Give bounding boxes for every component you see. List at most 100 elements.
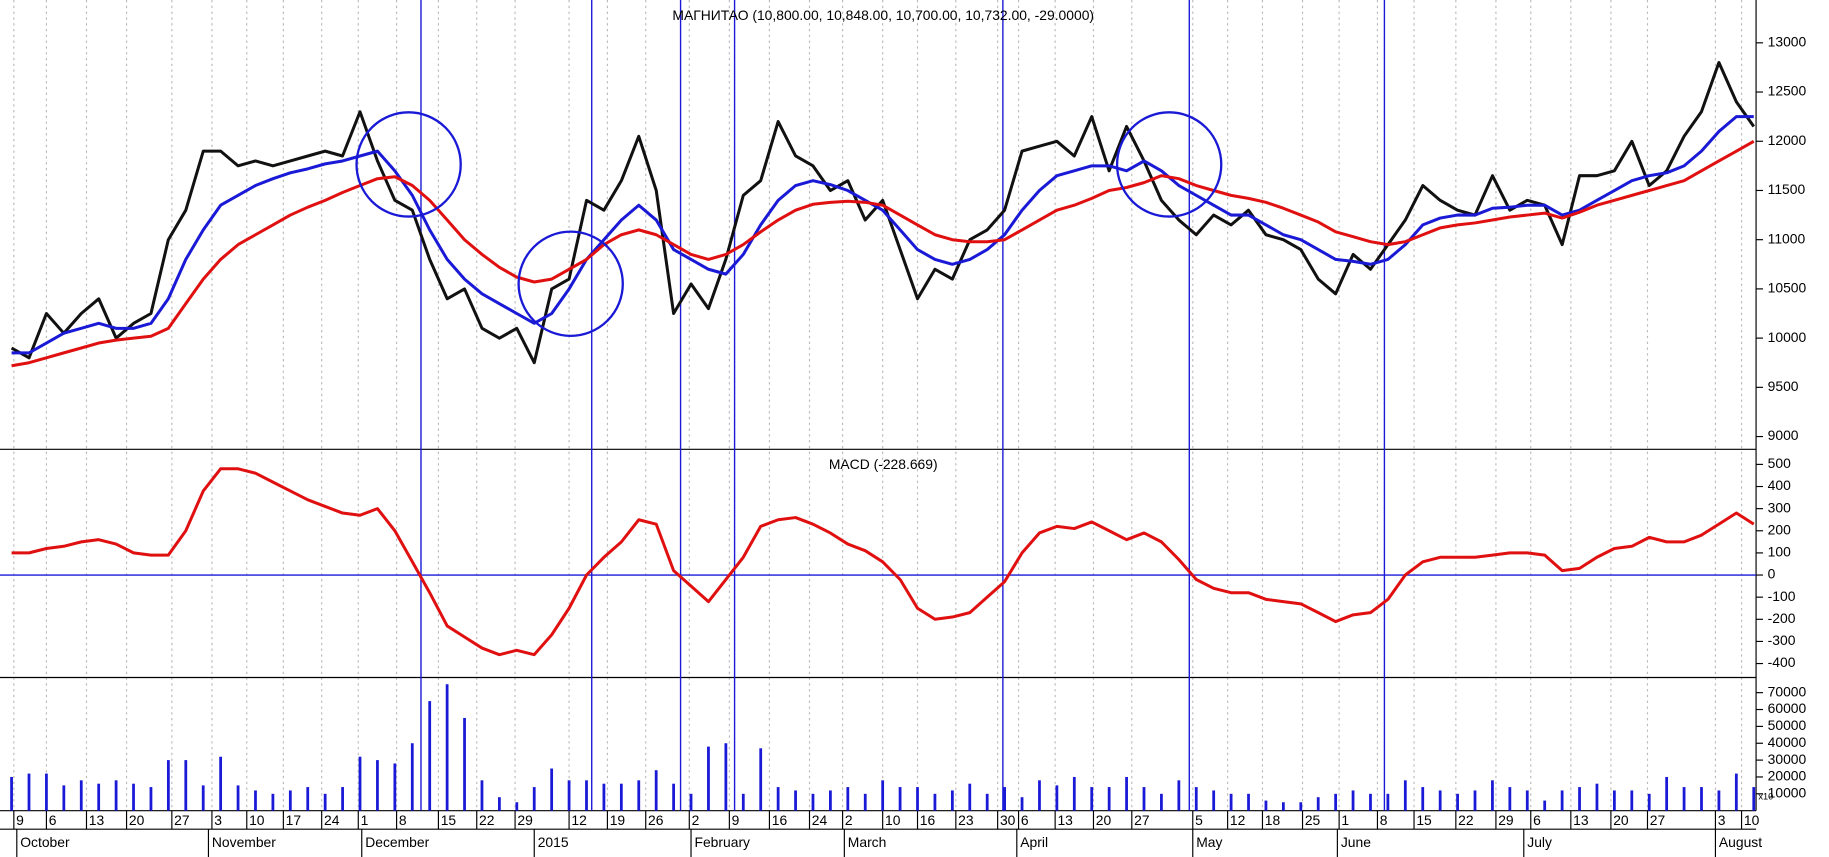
volume-bar xyxy=(1020,797,1024,811)
volume-bar xyxy=(916,787,919,811)
volume-bar xyxy=(654,770,658,811)
x-tick-label: 9 xyxy=(16,812,24,828)
x-tick-label: 15 xyxy=(441,812,457,828)
volume-bar xyxy=(341,787,344,811)
volume-bar xyxy=(1194,787,1198,811)
volume-bar xyxy=(585,780,588,811)
y-tick-label: 9000 xyxy=(1768,427,1799,443)
panel-title: МАГНИТАО (10,800.00, 10,848.00, 10,700.0… xyxy=(672,7,1094,23)
y-tick-label: 400 xyxy=(1768,477,1791,493)
volume-bar xyxy=(1491,780,1494,811)
volume-bar xyxy=(1543,800,1547,811)
x-tick-label: 10 xyxy=(885,812,901,828)
volume-bar xyxy=(323,793,327,811)
x-tick-label: 12 xyxy=(571,812,587,828)
volume-bar xyxy=(1369,793,1372,811)
volume-bar xyxy=(376,760,379,811)
volume-bar xyxy=(985,793,989,811)
y-tick-label: 100 xyxy=(1768,544,1791,560)
volume-bar xyxy=(201,785,205,811)
month-label: 2015 xyxy=(538,834,569,850)
month-label: November xyxy=(212,834,276,850)
y-tick-label: 60000 xyxy=(1768,700,1807,716)
circle-annotation xyxy=(517,230,624,338)
x-tick-label: 8 xyxy=(1380,812,1388,828)
unit-note: x10 xyxy=(1758,792,1773,802)
x-tick-label: 5 xyxy=(1195,812,1203,828)
volume-bar xyxy=(428,701,432,811)
volume-bar xyxy=(672,783,675,811)
x-tick-label: 24 xyxy=(324,812,340,828)
volume-bar xyxy=(1212,790,1216,811)
volume-bar xyxy=(602,783,606,811)
volume-bar xyxy=(97,783,101,811)
volume-bar xyxy=(410,743,414,811)
volume-bar xyxy=(1438,790,1442,811)
volume-bar xyxy=(1560,790,1564,811)
volume-bar xyxy=(794,790,797,811)
volume-bar xyxy=(79,780,83,811)
volume-bar xyxy=(1160,793,1163,811)
volume-bar xyxy=(1630,790,1634,811)
x-tick-label: 18 xyxy=(1265,812,1281,828)
volume-bar xyxy=(1421,787,1425,811)
volume-bar xyxy=(829,790,832,811)
volume-bar xyxy=(184,760,188,811)
month-label: March xyxy=(848,834,887,850)
volume-bar xyxy=(166,760,170,811)
volume-bar xyxy=(288,790,292,811)
y-tick-label: 11000 xyxy=(1768,230,1806,246)
volume-bar xyxy=(62,785,66,811)
x-tick-label: 23 xyxy=(958,812,974,828)
x-tick-label: 22 xyxy=(1458,812,1474,828)
volume-bar xyxy=(114,780,118,811)
x-tick-label: 13 xyxy=(1573,812,1589,828)
volume-bar xyxy=(950,790,954,811)
volume-bar xyxy=(1281,802,1285,811)
volume-bar xyxy=(480,780,484,811)
volume-bar xyxy=(968,783,972,811)
y-tick-label: 20000 xyxy=(1768,768,1807,784)
volume-bar xyxy=(1003,787,1007,811)
y-tick-label: 200 xyxy=(1768,521,1791,537)
volume-bar xyxy=(254,790,257,811)
volume-bar xyxy=(1090,787,1094,811)
line-series xyxy=(10,61,1755,365)
x-tick-label: 27 xyxy=(1134,812,1150,828)
month-label: August xyxy=(1719,834,1762,850)
volume-bar xyxy=(463,717,466,811)
x-tick-label: 17 xyxy=(286,812,302,828)
y-tick-label: 11500 xyxy=(1768,181,1806,197)
volume-bar xyxy=(1107,787,1111,811)
x-tick-label: 16 xyxy=(772,812,788,828)
x-tick-label: 20 xyxy=(1613,812,1629,828)
volume-bar xyxy=(1647,793,1651,811)
volume-bar xyxy=(149,787,153,811)
line-series xyxy=(11,139,1755,368)
volume-bar xyxy=(1752,787,1756,811)
y-tick-label: 10500 xyxy=(1768,280,1807,296)
volume-bar xyxy=(1229,793,1233,811)
y-tick-label: 10000 xyxy=(1768,329,1807,345)
annotations xyxy=(355,111,1223,338)
y-tick-label: 13000 xyxy=(1768,33,1807,49)
y-tick-label: 12000 xyxy=(1768,132,1807,148)
volume-bar xyxy=(1700,787,1703,811)
volume-bar xyxy=(1072,776,1076,811)
y-tick-label: 10000 xyxy=(1768,784,1807,800)
volume-bar xyxy=(45,773,48,811)
x-tick-label: 19 xyxy=(610,812,626,828)
volume-bar xyxy=(445,684,449,811)
volume-bar xyxy=(759,748,763,811)
volume-bar xyxy=(567,780,571,811)
x-tick-label: 30 xyxy=(1000,812,1016,828)
volume-bar xyxy=(898,787,902,811)
x-tick-label: 22 xyxy=(479,812,495,828)
volume-bar xyxy=(1665,776,1669,811)
volume-bar xyxy=(863,793,867,811)
x-tick-label: 29 xyxy=(517,812,533,828)
month-label: April xyxy=(1020,834,1048,850)
volume-bar xyxy=(707,746,710,811)
volume-bar xyxy=(132,783,135,811)
